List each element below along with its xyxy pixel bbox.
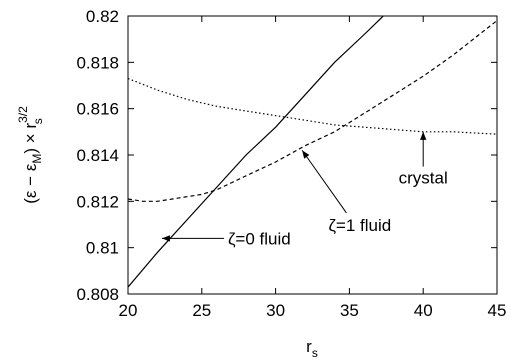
y-ticks: 0.808 0.81 0.812 0.814 0.816 0.818 0.82 — [76, 7, 497, 304]
x-tick-label: 45 — [488, 301, 507, 320]
series-line-dotted — [128, 77, 497, 135]
annotations: ζ=0 fluid ζ=1 fluid crystal — [161, 131, 448, 248]
y-tick-label: 0.81 — [86, 239, 119, 258]
y-tick-label: 0.814 — [76, 146, 119, 165]
annotation-label: ζ=0 fluid — [228, 229, 291, 248]
y-axis-label-sub: M — [30, 154, 44, 164]
series-line-dashed — [128, 20, 497, 202]
y-axis-label-middle: ) × r — [21, 123, 40, 154]
y-axis-label-sup: 3/2 — [16, 106, 30, 123]
annotation-label: crystal — [399, 169, 448, 188]
y-tick-label: 0.818 — [76, 53, 119, 72]
x-axis-label-main: r — [306, 337, 312, 356]
x-tick-label: 30 — [266, 301, 285, 320]
annotation-arrow — [301, 150, 347, 214]
annotation-label: ζ=1 fluid — [328, 216, 391, 235]
y-tick-label: 0.816 — [76, 100, 119, 119]
x-axis-label: rs — [306, 337, 318, 360]
x-axis-label-sub: s — [312, 346, 318, 360]
x-tick-label: 25 — [192, 301, 211, 320]
plot-frame — [127, 15, 498, 295]
y-tick-label: 0.82 — [86, 7, 119, 26]
x-tick-label: 35 — [340, 301, 359, 320]
y-axis-label-prefix: (ε − ε — [21, 163, 40, 204]
y-axis-label: (ε − εM) × r3/2s — [16, 106, 45, 204]
x-tick-label: 40 — [414, 301, 433, 320]
y-axis-label-sub2: s — [31, 118, 45, 124]
y-tick-label: 0.812 — [76, 192, 119, 211]
series-line-solid — [128, 16, 384, 288]
y-tick-label: 0.808 — [76, 285, 119, 304]
x-ticks: 20 25 30 35 40 45 — [119, 16, 507, 320]
x-tick-label: 20 — [119, 301, 138, 320]
series-group — [128, 16, 497, 288]
